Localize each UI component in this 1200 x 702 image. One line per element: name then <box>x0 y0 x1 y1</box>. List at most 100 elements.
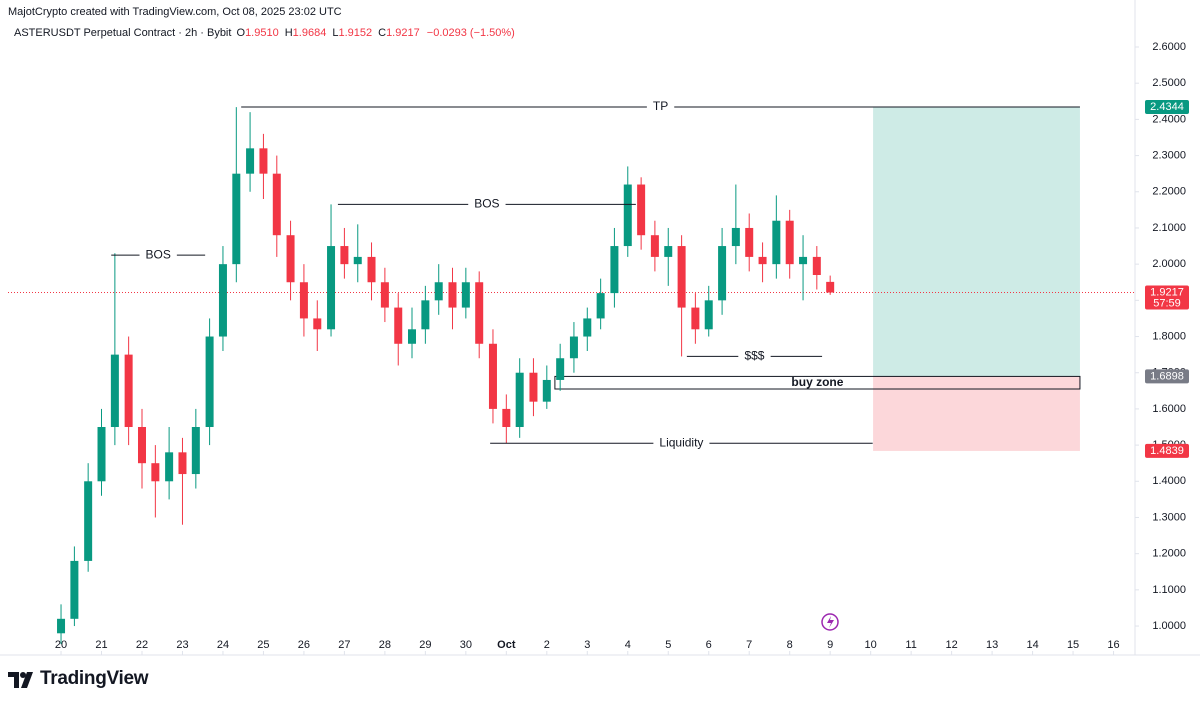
x-tick-label: 28 <box>379 639 391 651</box>
target-area <box>873 106 1080 377</box>
candle-body <box>623 184 632 247</box>
candle-body <box>380 282 389 308</box>
symbol: ASTERUSDT Perpetual Contract · 2h · Bybi… <box>14 27 232 39</box>
alert-icon-bolt <box>827 616 834 628</box>
x-tick-label: 2 <box>544 639 550 651</box>
x-tick-label: 27 <box>338 639 350 651</box>
candle-body <box>272 173 281 236</box>
candle-body <box>785 220 794 265</box>
y-tick-label: 2.5000 <box>1152 77 1186 89</box>
credit: MajotCrypto created with TradingView.com… <box>8 6 342 18</box>
annotation-label: BOS <box>146 247 171 261</box>
candle-body <box>704 300 713 330</box>
ohlc-value: 1.9152 <box>338 27 373 39</box>
candle-body <box>205 336 214 428</box>
annotation-label: Liquidity <box>659 435 703 449</box>
ohlc-value: 1.9217 <box>386 27 420 39</box>
candle-body <box>637 184 646 236</box>
y-tick-label: 2.4000 <box>1152 113 1186 125</box>
last-price-badge-label: 1.9217 <box>1150 286 1184 298</box>
last-price-badge <box>1145 285 1189 310</box>
candle-body <box>488 343 497 409</box>
logo-part <box>20 672 26 678</box>
entry-badge <box>1145 369 1189 384</box>
y-tick-label: 1.0000 <box>1152 620 1186 632</box>
candle-body <box>367 256 376 283</box>
x-tick-label: 21 <box>95 639 107 651</box>
symbol-bar: ASTERUSDT Perpetual Contract · 2h · Bybi… <box>14 27 519 39</box>
buy-zone <box>554 375 1081 390</box>
candle-body <box>165 452 174 482</box>
candle-body <box>84 481 93 561</box>
x-tick-label: 6 <box>706 639 712 651</box>
candle-body <box>596 293 605 319</box>
alert-icon <box>821 613 839 631</box>
y-tick-label: 2.6000 <box>1152 41 1186 53</box>
candle-body <box>110 354 119 428</box>
candle-body <box>610 246 619 294</box>
candle-body <box>286 235 295 283</box>
logo-part <box>8 672 19 688</box>
candle-body <box>772 220 781 265</box>
x-tick-label: 5 <box>665 639 671 651</box>
y-tick-label: 2.1000 <box>1152 222 1186 234</box>
x-tick-label: 7 <box>746 639 752 651</box>
y-tick-label: 1.2000 <box>1152 548 1186 560</box>
candle-body <box>408 329 417 344</box>
target-badge <box>1145 99 1189 114</box>
ohlc-key: C <box>378 27 387 39</box>
candle-body <box>124 354 133 428</box>
stop-badge-label: 1.4839 <box>1150 445 1184 457</box>
brand: TradingView <box>40 668 149 689</box>
candle-body <box>246 148 255 174</box>
logo-part <box>21 672 33 688</box>
candle-body <box>718 246 727 301</box>
candle-body <box>178 452 187 475</box>
candle-body <box>353 256 362 265</box>
x-tick-label: 3 <box>584 639 590 651</box>
y-tick-label: 1.4000 <box>1152 475 1186 487</box>
candle-body <box>650 235 659 257</box>
x-tick-label: 12 <box>945 639 957 651</box>
candle-body <box>826 281 835 293</box>
ohlc-key: O <box>236 27 246 39</box>
ohlc-key: H <box>284 27 293 39</box>
x-tick-label: 30 <box>460 639 472 651</box>
candle-body <box>137 427 146 464</box>
logo-icon <box>8 672 33 688</box>
y-tick-label: 2.0000 <box>1152 258 1186 270</box>
entry-badge-label: 1.6898 <box>1150 370 1184 382</box>
candle-body <box>542 379 551 402</box>
x-tick-label: 23 <box>176 639 188 651</box>
target-badge-label: 2.4344 <box>1150 101 1184 113</box>
last-price-badge-countdown: 57:59 <box>1153 297 1181 309</box>
x-tick-label: 29 <box>419 639 431 651</box>
y-tick-label: 1.1000 <box>1152 584 1186 596</box>
candle-body <box>812 256 821 276</box>
candle-body <box>569 336 578 359</box>
x-tick-label: 9 <box>827 639 833 651</box>
candle-body <box>745 227 754 257</box>
candle-body <box>57 618 66 634</box>
candle-body <box>475 282 484 344</box>
candle-body <box>556 358 565 380</box>
y-tick-label: 1.3000 <box>1152 511 1186 523</box>
y-tick-label: 1.6000 <box>1152 403 1186 415</box>
x-tick-label: 15 <box>1067 639 1079 651</box>
x-tick-label: 8 <box>787 639 793 651</box>
x-tick-label: 16 <box>1107 639 1119 651</box>
candle-body <box>421 300 430 330</box>
candle-body <box>677 246 686 308</box>
candle-body <box>70 560 79 619</box>
y-tick-label: 2.3000 <box>1152 149 1186 161</box>
candle-body <box>502 408 511 428</box>
x-tick-label: 26 <box>298 639 310 651</box>
candle-body <box>340 246 349 265</box>
ohlc: O1.9510 H1.9684 L1.9152 C1.9217 <box>235 27 424 39</box>
candle-body <box>758 256 767 265</box>
x-tick-label: 20 <box>55 639 67 651</box>
candle-body <box>434 282 443 301</box>
ohlc-value: 1.9510 <box>245 27 279 39</box>
x-tick-label: 4 <box>625 639 631 651</box>
